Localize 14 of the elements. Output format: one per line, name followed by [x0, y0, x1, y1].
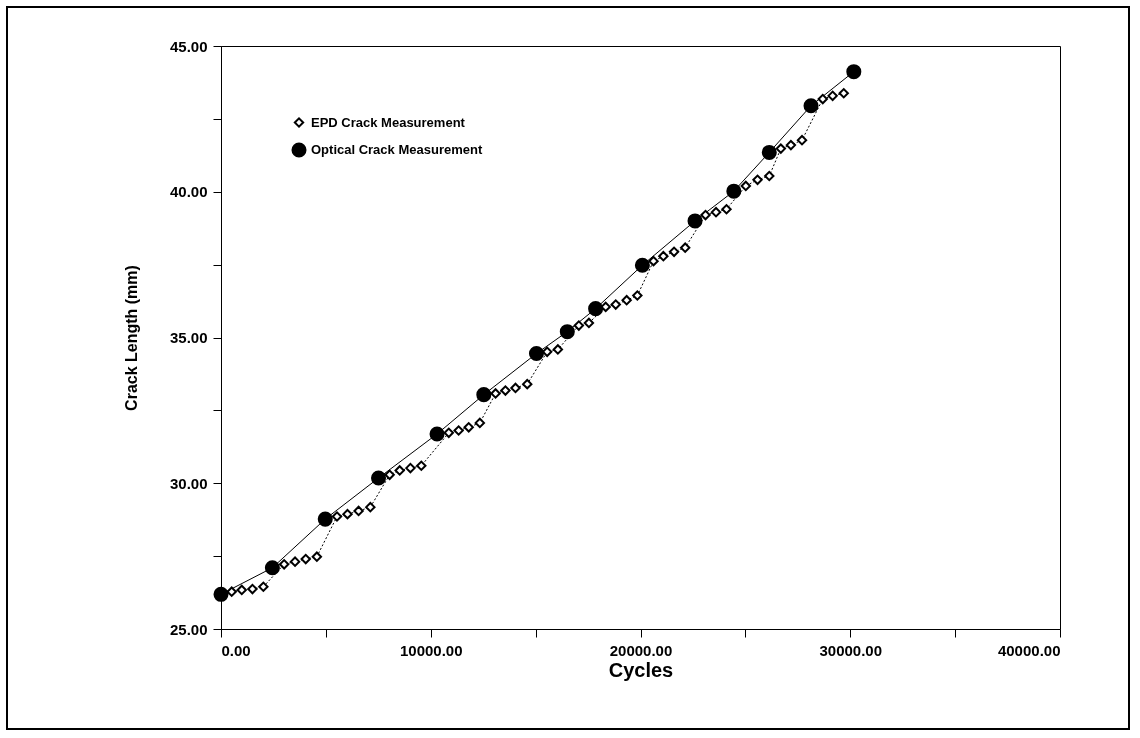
y-tick-label: 30.00 [169, 474, 208, 492]
legend-label: EPD Crack Measurement [311, 114, 466, 130]
x-tick-label: 30000.00 [819, 641, 883, 659]
y-axis-title: Crack Length (mm) [122, 265, 140, 411]
y-tick-label: 25.00 [169, 620, 208, 638]
x-axis-title: Cycles [608, 658, 674, 681]
x-tick-label: 40000.00 [997, 641, 1061, 659]
y-tick-label: 45.00 [169, 37, 208, 55]
x-tick-label: 0.00 [221, 641, 251, 659]
x-tick-label: 10000.00 [399, 641, 463, 659]
x-tick-label: 20000.00 [609, 641, 673, 659]
legend-label: Optical Crack Measurement [311, 142, 483, 157]
y-tick-label: 40.00 [169, 183, 208, 201]
y-tick-label: 35.00 [169, 329, 208, 346]
